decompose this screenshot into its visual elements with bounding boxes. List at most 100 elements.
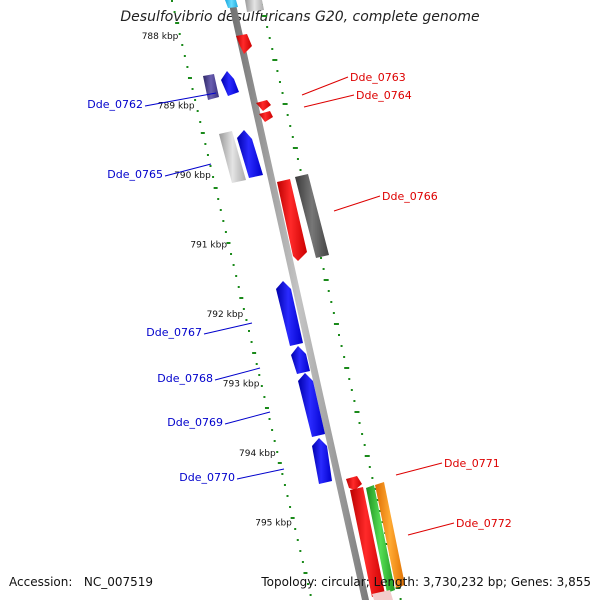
kbp-tick-label: 795 kbp (255, 519, 292, 529)
gc-dot (330, 301, 333, 303)
gc-dot (361, 433, 364, 435)
gc-dot (364, 455, 370, 457)
gc-dot (181, 44, 184, 46)
genes-label: Genes: (510, 575, 553, 589)
gc-dot (178, 33, 181, 35)
map-title: Desulfovibrio desulfuricans G20, complet… (120, 9, 480, 25)
kbp-tick-label: 791 kbp (190, 241, 227, 251)
gc-dot (348, 378, 351, 380)
gene-arrow-partial-top (225, 0, 238, 8)
gene-arrow-Dde_0764 (259, 111, 273, 122)
gc-dot (303, 572, 308, 574)
gc-dot (204, 143, 207, 145)
rna-feature-green (366, 485, 395, 593)
gene-label-Dde_0766[interactable]: Dde_0766 (382, 190, 438, 203)
gene-leader-line (164, 163, 212, 177)
gc-dot (255, 363, 258, 365)
gene-leader-line (333, 195, 381, 212)
gc-dot (283, 484, 286, 486)
gene-leader-line (236, 468, 285, 480)
gc-dot (399, 598, 402, 600)
rna-feature-orange (375, 482, 405, 588)
genome-backbone (228, 0, 369, 600)
genome-summary-footer: Topology: circular; Length: 3,730,232 bp… (261, 575, 591, 589)
gc-dot (333, 323, 339, 325)
gene-arrow-Dde_0769 (298, 373, 325, 437)
kbp-tick-label: 793 kbp (223, 380, 260, 390)
gc-dot (291, 136, 294, 138)
gc-dot (296, 539, 299, 541)
gc-dot (268, 418, 271, 420)
gc-dot (282, 103, 288, 105)
gc-dot (276, 451, 279, 453)
gene-label-Dde_0771[interactable]: Dde_0771 (444, 457, 500, 470)
gene-label-Dde_0772[interactable]: Dde_0772 (456, 517, 512, 530)
gene-leader-line (214, 367, 261, 381)
gc-dot (340, 345, 343, 347)
gene-leader-line (395, 462, 443, 476)
gene-arrow-partial-top-right (245, 0, 264, 12)
gc-dot (187, 77, 192, 79)
gc-dot (224, 231, 227, 233)
gc-dot (373, 488, 376, 490)
gene-label-Dde_0770[interactable]: Dde_0770 (179, 471, 235, 484)
gene-arrow-Dde_0765 (237, 130, 263, 178)
gc-dot (309, 594, 312, 596)
gc-dot (323, 279, 329, 281)
accession-footer: Accession: NC_007519 (9, 575, 153, 589)
gc-dot (273, 440, 276, 442)
reverse-strand-track (203, 0, 332, 484)
gc-dot (299, 550, 302, 552)
gene-leader-line (224, 411, 271, 425)
gc-dot (239, 297, 244, 299)
topology-value: circular (321, 575, 366, 589)
gc-dot (290, 517, 295, 519)
gc-dot (379, 510, 382, 512)
topology-label: Topology: (261, 575, 318, 589)
gene-arrow-Dde_0762a (203, 74, 219, 100)
gc-dot (206, 154, 209, 156)
gene-label-Dde_0764[interactable]: Dde_0764 (356, 89, 412, 102)
gene-label-Dde_0762[interactable]: Dde_0762 (87, 98, 143, 111)
gc-dot-track-left (171, 0, 312, 596)
gc-dot (264, 407, 269, 409)
gc-dot (371, 477, 374, 479)
gc-dot (292, 147, 298, 149)
gene-arrow-Dde_0768 (291, 346, 310, 374)
gene-arrow-Dde_0766b (295, 174, 329, 258)
rna-feature-faint (372, 590, 393, 600)
gene-arrow-Dde_0766 (277, 179, 307, 261)
gc-dot (281, 92, 284, 94)
gc-dot (194, 99, 197, 101)
gc-dot (226, 242, 231, 244)
gene-label-Dde_0767[interactable]: Dde_0767 (146, 326, 202, 339)
gc-dot (222, 220, 225, 222)
kbp-tick-label: 794 kbp (239, 449, 276, 459)
gc-dot (209, 165, 212, 167)
gc-dot (350, 389, 353, 391)
gc-dot (289, 125, 292, 127)
gc-dot (200, 132, 205, 134)
gc-dot (344, 367, 350, 369)
gene-label-Dde_0769[interactable]: Dde_0769 (167, 416, 223, 429)
gc-dot (363, 444, 366, 446)
kbp-tick-label: 788 kbp (142, 32, 179, 42)
gene-label-Dde_0768[interactable]: Dde_0768 (157, 372, 213, 385)
gene-label-Dde_0763[interactable]: Dde_0763 (350, 71, 406, 84)
gene-label-Dde_0765[interactable]: Dde_0765 (107, 168, 163, 181)
gene-leader-line (301, 76, 349, 96)
gc-dot (258, 374, 261, 376)
accession-label: Accession: (9, 575, 73, 589)
kbp-tick-label: 792 kbp (207, 310, 244, 320)
gc-dot (278, 81, 281, 83)
gc-dot (299, 169, 302, 171)
gc-dot (271, 429, 274, 431)
kbp-ticks: 788 kbp 789 kbp 790 kbp 791 kbp 792 kbp 793 k… (142, 32, 292, 529)
forward-strand-track (236, 0, 405, 600)
gc-dot (332, 312, 335, 314)
gene-leader-line (303, 94, 355, 108)
gc-dot (186, 66, 189, 68)
gc-dot (232, 264, 235, 266)
gc-dot (286, 114, 289, 116)
